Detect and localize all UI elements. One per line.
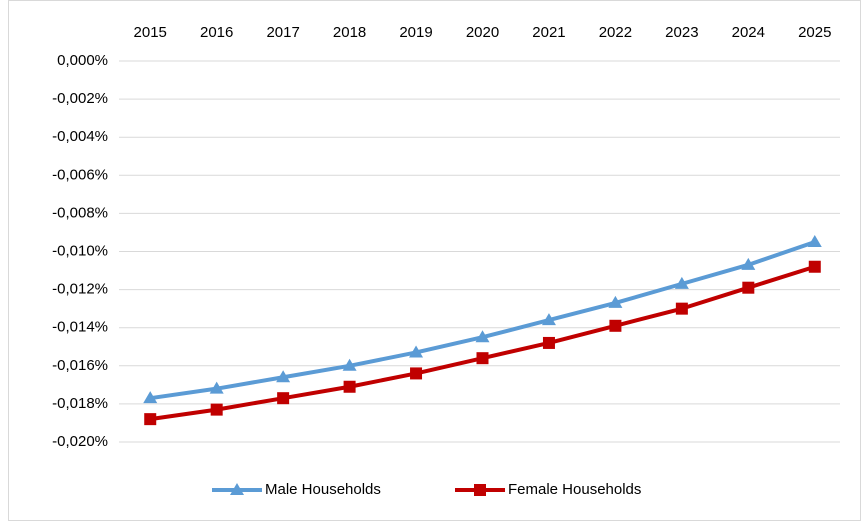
marker: [342, 358, 357, 371]
y-tick-label: -0,004%: [52, 128, 108, 145]
y-tick-label: -0,018%: [52, 395, 108, 412]
marker: [410, 367, 423, 380]
marker: [209, 381, 224, 394]
y-tick-label: -0,016%: [52, 357, 108, 374]
marker: [608, 295, 623, 308]
marker: [609, 319, 622, 332]
legend-label: Male Households: [265, 481, 381, 498]
y-tick-label: -0,008%: [52, 204, 108, 221]
marker: [143, 391, 158, 404]
legend-marker: [474, 484, 486, 496]
y-tick-label: -0,012%: [52, 281, 108, 298]
y-tick-label: -0,010%: [52, 242, 108, 259]
y-tick-label: -0,020%: [52, 433, 108, 450]
legend-label: Female Households: [508, 481, 641, 498]
marker: [144, 413, 157, 426]
x-tick-label: 2021: [532, 24, 565, 41]
y-tick-label: -0,002%: [52, 90, 108, 107]
chart-border: [8, 0, 861, 521]
x-tick-label: 2016: [200, 24, 233, 41]
x-tick-label: 2025: [798, 24, 831, 41]
x-tick-label: 2024: [732, 24, 765, 41]
legend-marker: [230, 483, 244, 495]
x-tick-label: 2015: [134, 24, 167, 41]
x-tick-label: 2023: [665, 24, 698, 41]
y-tick-label: 0,000%: [57, 52, 108, 69]
marker: [210, 403, 223, 416]
y-tick-label: -0,014%: [52, 319, 108, 336]
marker: [541, 313, 556, 326]
marker: [742, 281, 755, 294]
y-tick-label: -0,006%: [52, 166, 108, 183]
marker: [674, 276, 689, 289]
x-tick-label: 2018: [333, 24, 366, 41]
marker: [409, 345, 424, 358]
marker: [277, 392, 290, 405]
x-tick-label: 2019: [399, 24, 432, 41]
x-tick-label: 2022: [599, 24, 632, 41]
marker: [276, 370, 291, 383]
marker: [675, 302, 688, 315]
x-tick-label: 2017: [266, 24, 299, 41]
marker: [808, 260, 821, 273]
marker: [343, 380, 356, 393]
marker: [475, 330, 490, 343]
marker: [807, 234, 822, 247]
marker: [741, 257, 756, 270]
x-tick-label: 2020: [466, 24, 499, 41]
marker: [542, 336, 555, 349]
marker: [476, 352, 489, 365]
